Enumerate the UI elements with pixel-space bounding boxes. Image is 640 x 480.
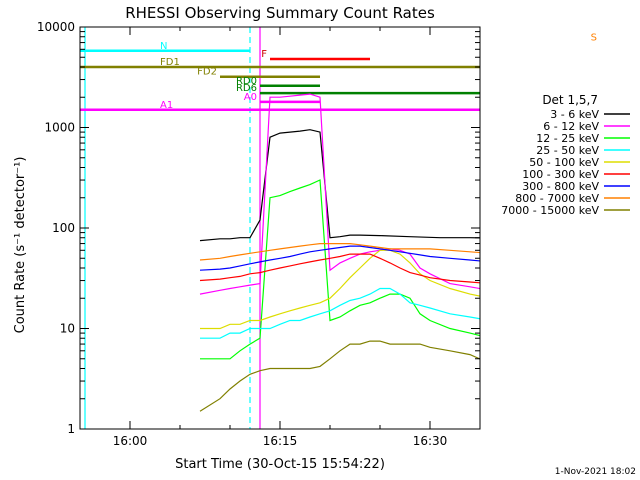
state-label-rd0: RD0: [236, 76, 257, 87]
state-label-f: F: [261, 49, 267, 60]
x-tick-label-1: 16:15: [263, 434, 298, 448]
state-label-fd1: FD1: [160, 57, 180, 68]
series-line-1: [199, 93, 480, 295]
y-tick-label-3: 1000: [44, 121, 75, 135]
state-label-n: N: [160, 41, 167, 52]
legend-entry-0: 3 - 6 keV: [550, 108, 599, 121]
series-line-6: [199, 245, 480, 271]
state-label-fd2: FD2: [197, 67, 217, 78]
series-line-4: [200, 249, 480, 330]
y-axis-label-group: Count Rate (s⁻¹ detector⁻¹): [13, 157, 28, 334]
y-tick-label-2: 100: [52, 221, 75, 235]
legend-entry-2: 12 - 25 keV: [536, 132, 599, 145]
footer-timestamp: 1-Nov-2021 18:02: [555, 467, 636, 477]
y-axis-label: Count Rate (s⁻¹ detector⁻¹): [13, 157, 28, 334]
series-line-5: [199, 253, 480, 284]
state-label-a0: A0: [244, 92, 257, 103]
x-tick-label-0: 16:00: [113, 434, 148, 448]
legend-title: Det 1,5,7: [542, 93, 598, 107]
y-tick-label-1: 10: [60, 322, 75, 336]
state-label-rd6: RD6: [236, 83, 257, 94]
plot-clipped-group: [80, 27, 480, 429]
axis-layer: 16:00 16:15 16:30 1 10 100 1000 10000: [37, 20, 481, 448]
y-tick-label-0: 1: [67, 422, 75, 436]
legend-entry-4: 50 - 100 keV: [529, 156, 599, 169]
series-line-8: [199, 340, 480, 412]
legend-entry-7: 800 - 7000 keV: [515, 192, 599, 205]
legend-entry-5: 100 - 300 keV: [522, 168, 599, 181]
state-label-s: S: [591, 33, 597, 44]
series-line-0: [199, 129, 480, 242]
legend-entry-1: 6 - 12 keV: [543, 120, 599, 133]
y-tick-label-4: 10000: [37, 20, 75, 34]
state-label-a1: A1: [160, 100, 173, 111]
x-tick-label-2: 16:30: [413, 434, 448, 448]
series-line-2: [200, 179, 480, 360]
x-axis-label: Start Time (30-Oct-15 15:54:22): [175, 457, 385, 472]
chart-title: RHESSI Observing Summary Count Rates: [125, 4, 435, 22]
legend-entry-8: 7000 - 15000 keV: [501, 204, 599, 217]
series-line-3: [200, 287, 480, 339]
series-line-7: [199, 243, 480, 261]
legend-entry-6: 300 - 800 keV: [522, 180, 599, 193]
legend-entry-3: 25 - 50 keV: [536, 144, 599, 157]
